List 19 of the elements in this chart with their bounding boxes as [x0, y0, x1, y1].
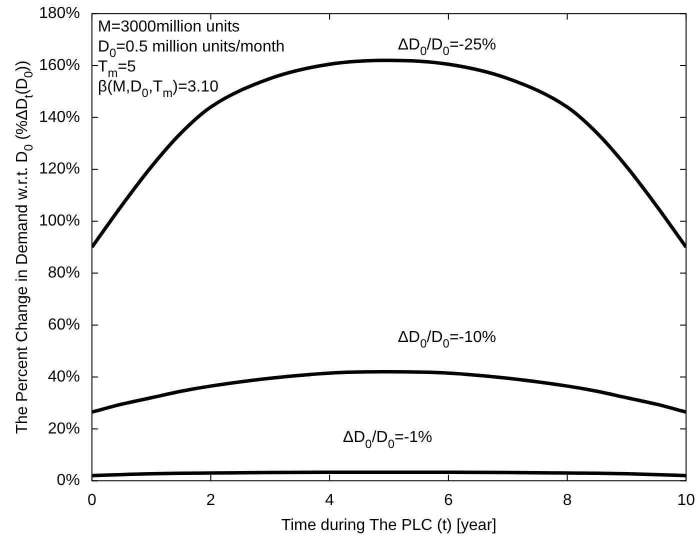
- x-tick-label: 0: [87, 492, 96, 509]
- y-tick-label: 40%: [48, 368, 80, 386]
- annotation: M=3000million units: [98, 18, 240, 36]
- x-axis-title: Time during The PLC (t) [year]: [281, 517, 496, 534]
- y-tick-label: 100%: [39, 212, 80, 230]
- y-tick-label: 180%: [39, 5, 80, 22]
- y-tick-label: 0%: [56, 472, 80, 490]
- x-tick-label: 4: [325, 492, 334, 509]
- y-tick-label: 120%: [39, 160, 80, 178]
- y-tick-label: 160%: [39, 56, 80, 74]
- x-tick-label: 2: [206, 492, 216, 509]
- y-tick-label: 60%: [48, 316, 80, 334]
- y-tick-label: 140%: [39, 108, 80, 126]
- y-tick-label: 80%: [48, 264, 80, 282]
- x-tick-label: 6: [444, 492, 453, 509]
- x-tick-label: 10: [677, 492, 696, 509]
- y-axis-title: The Percent Change in Demand w.r.t. D0 (%ΔDt(D0)): [14, 60, 36, 434]
- y-tick-label: 20%: [48, 420, 80, 438]
- x-tick-label: 8: [562, 492, 572, 509]
